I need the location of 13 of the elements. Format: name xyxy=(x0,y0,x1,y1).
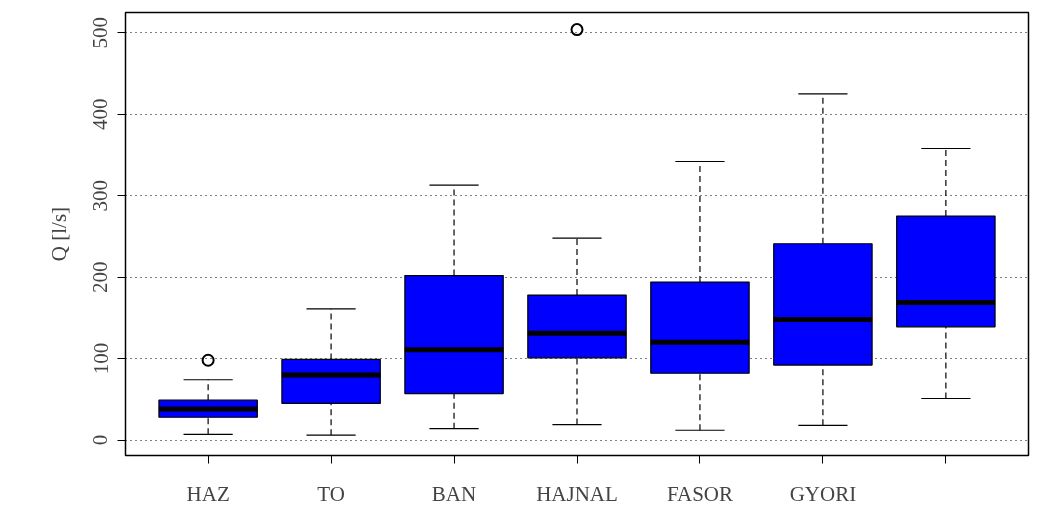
y-tick-label: 400 xyxy=(88,98,113,131)
x-tick-label: HAZ xyxy=(186,481,230,506)
y-tick-label: 500 xyxy=(88,17,113,49)
x-tick-label: GYORI xyxy=(789,481,857,506)
y-tick-label: 300 xyxy=(88,179,113,212)
x-tick-label: TO xyxy=(317,481,345,506)
y-tick-label: 0 xyxy=(88,434,113,446)
x-tick-label: FASOR xyxy=(666,481,734,506)
y-tick-label: 100 xyxy=(88,342,113,375)
y-axis-title: Q [l/s] xyxy=(46,206,71,262)
x-tick-label: HAJNAL xyxy=(536,481,618,506)
x-tick-label: BAN xyxy=(431,481,477,506)
y-tick-label: 200 xyxy=(88,261,113,293)
